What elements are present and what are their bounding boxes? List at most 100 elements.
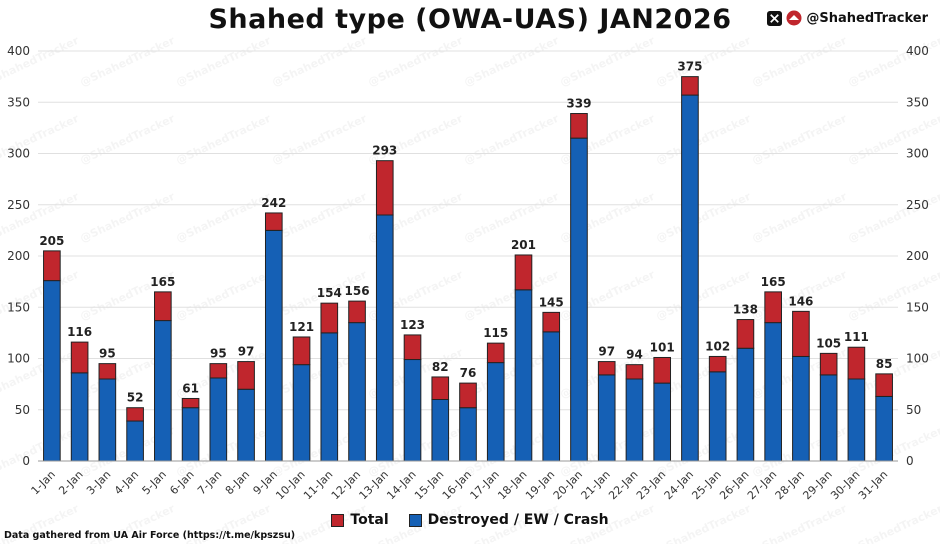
bar-destroyed <box>459 407 477 462</box>
bar-total-remainder <box>459 382 477 409</box>
legend-label-destroyed: Destroyed / EW / Crash <box>427 512 609 528</box>
bar-destroyed <box>792 355 810 462</box>
data-label: 201 <box>511 238 536 252</box>
bar-destroyed <box>653 382 672 462</box>
x-tick-label: 30-Jan <box>828 468 862 502</box>
y-tick-label-left: 150 <box>7 300 30 314</box>
bar-destroyed <box>154 320 172 462</box>
bar-total-remainder <box>264 212 283 231</box>
y-tick-label-left: 50 <box>15 403 30 417</box>
x-tick-label: 2-Jan <box>56 468 85 497</box>
chart-legend: Total Destroyed / EW / Crash <box>0 512 940 528</box>
bar-destroyed <box>764 322 782 462</box>
x-tick-label: 4-Jan <box>112 468 141 497</box>
bar-destroyed <box>570 137 588 462</box>
y-tick-label-left: 400 <box>7 44 30 58</box>
x-tick-label: 12-Jan <box>329 468 363 502</box>
legend-item-total: Total <box>331 512 389 528</box>
bar-destroyed <box>625 378 644 462</box>
y-tick-label-right: 200 <box>906 249 929 263</box>
x-tick-label: 6-Jan <box>167 468 196 497</box>
x-tick-label: 13-Jan <box>357 468 391 502</box>
bar-destroyed <box>237 388 255 462</box>
y-tick-label-right: 300 <box>906 147 929 161</box>
bar-total-remainder <box>431 376 450 401</box>
bar-total-remainder <box>597 361 616 376</box>
x-tick-label: 23-Jan <box>634 468 668 502</box>
brand-badge[interactable]: @ShahedTracker <box>766 10 928 26</box>
data-label: 339 <box>566 97 591 111</box>
data-label: 375 <box>677 60 702 74</box>
bar-destroyed <box>264 229 283 462</box>
data-label: 242 <box>261 196 286 210</box>
data-label: 116 <box>67 325 92 339</box>
bar-total-remainder <box>847 346 866 380</box>
bar-destroyed <box>486 362 505 462</box>
x-tick-label: 27-Jan <box>745 468 779 502</box>
chart-title: Shahed type (OWA-UAS) JAN2026 <box>208 4 732 35</box>
bar-destroyed <box>403 359 422 462</box>
x-tick-label: 21-Jan <box>579 468 613 502</box>
x-tick-label: 1-Jan <box>29 468 58 497</box>
bar-total-remainder <box>542 311 561 333</box>
bar-destroyed <box>43 280 61 462</box>
legend-swatch-destroyed <box>408 513 422 527</box>
bar-total-remainder <box>375 160 394 216</box>
x-tick-label: 25-Jan <box>689 468 723 502</box>
data-label: 115 <box>483 326 508 340</box>
bar-destroyed <box>431 399 450 462</box>
bar-total-remainder <box>154 291 172 322</box>
legend-label-total: Total <box>350 512 389 528</box>
data-label: 94 <box>626 348 643 362</box>
bar-total-remainder <box>570 113 588 139</box>
bar-destroyed <box>375 214 394 462</box>
data-label: 165 <box>150 275 175 289</box>
bar-total-remainder <box>764 291 782 324</box>
bar-destroyed <box>736 347 755 462</box>
shahed-tracker-logo-icon <box>786 10 802 26</box>
y-tick-label-left: 100 <box>7 352 30 366</box>
x-tick-label: 19-Jan <box>523 468 557 502</box>
x-tick-label: 31-Jan <box>856 468 890 502</box>
brand-handle: @ShahedTracker <box>806 10 928 26</box>
data-label: 101 <box>650 340 675 354</box>
bar-total-remainder <box>403 334 422 361</box>
x-tick-label: 14-Jan <box>384 468 418 502</box>
x-tick-label: 10-Jan <box>273 468 307 502</box>
bar-total-remainder <box>209 363 228 379</box>
data-label: 105 <box>816 336 841 350</box>
y-tick-label-right: 400 <box>906 44 929 58</box>
bar-total-remainder <box>126 407 144 422</box>
bar-destroyed <box>292 364 311 462</box>
data-label: 82 <box>432 360 449 374</box>
bar-destroyed <box>514 289 533 462</box>
x-tick-label: 22-Jan <box>606 468 640 502</box>
bar-total-remainder <box>292 336 311 366</box>
x-tick-label: 3-Jan <box>84 468 113 497</box>
data-label: 95 <box>210 347 227 361</box>
x-tick-label: 28-Jan <box>773 468 807 502</box>
y-tick-label-left: 350 <box>7 95 30 109</box>
bar-total-remainder <box>653 356 672 384</box>
bar-destroyed <box>708 371 727 462</box>
bar-destroyed <box>320 332 339 462</box>
y-tick-label-right: 150 <box>906 300 929 314</box>
data-label: 111 <box>844 330 869 344</box>
data-source-note: Data gathered from UA Air Force (https:/… <box>4 530 296 541</box>
data-label: 121 <box>289 320 314 334</box>
y-tick-label-right: 0 <box>906 454 914 468</box>
y-tick-label-right: 50 <box>906 403 921 417</box>
x-tick-label: 29-Jan <box>800 468 834 502</box>
data-label: 156 <box>345 284 370 298</box>
bar-total-remainder <box>736 319 755 349</box>
bar-destroyed <box>681 94 699 462</box>
bar-total-remainder <box>237 361 255 390</box>
bar-total-remainder <box>486 342 505 364</box>
bar-destroyed <box>348 322 366 462</box>
bar-total-remainder <box>348 300 366 324</box>
bar-destroyed <box>70 372 89 462</box>
data-label: 145 <box>539 295 564 309</box>
y-tick-label-left: 300 <box>7 147 30 161</box>
x-logo-icon <box>766 10 782 26</box>
